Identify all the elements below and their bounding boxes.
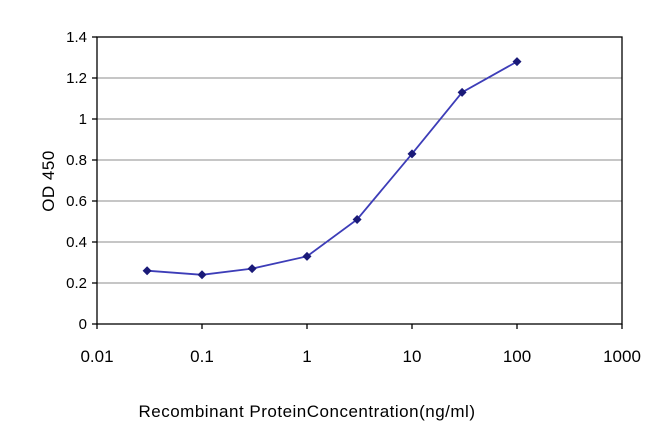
data-point-marker: [197, 270, 207, 280]
x-tick-label: 1: [302, 347, 311, 366]
data-point-marker: [247, 264, 257, 274]
y-tick-label: 1: [79, 111, 87, 128]
x-axis-title: Recombinant ProteinConcentration(ng/ml): [139, 402, 476, 421]
y-tick-label: 0.4: [66, 234, 87, 251]
plot-border: [96, 36, 623, 325]
x-tick-label: 1000: [603, 347, 641, 366]
data-point-marker: [352, 214, 362, 224]
data-point-marker: [512, 57, 522, 67]
y-tick-label: 0.6: [66, 193, 87, 210]
x-tick-label: 0.1: [190, 347, 214, 366]
y-tick-label: 0: [79, 316, 87, 333]
y-tick-label: 0.2: [66, 275, 87, 292]
data-point-marker: [302, 251, 312, 261]
y-axis-title: OD 450: [39, 150, 58, 212]
x-tick-label: 0.01: [80, 347, 113, 366]
data-point-marker: [142, 266, 152, 276]
y-tick-label: 0.8: [66, 152, 87, 169]
y-tick-label: 1.2: [66, 70, 87, 87]
chart-plot-area: 0.01 0.1 1 10 100 1000 0 0.2 0.4 0.6 0.8 1 1.2 1.4: [66, 29, 641, 366]
data-point-marker: [407, 149, 417, 159]
y-tick-label: 1.4: [66, 29, 87, 46]
data-point-marker: [457, 87, 467, 97]
x-tick-label: 100: [503, 347, 531, 366]
x-tick-label: 10: [403, 347, 422, 366]
series-line: [147, 60, 518, 276]
